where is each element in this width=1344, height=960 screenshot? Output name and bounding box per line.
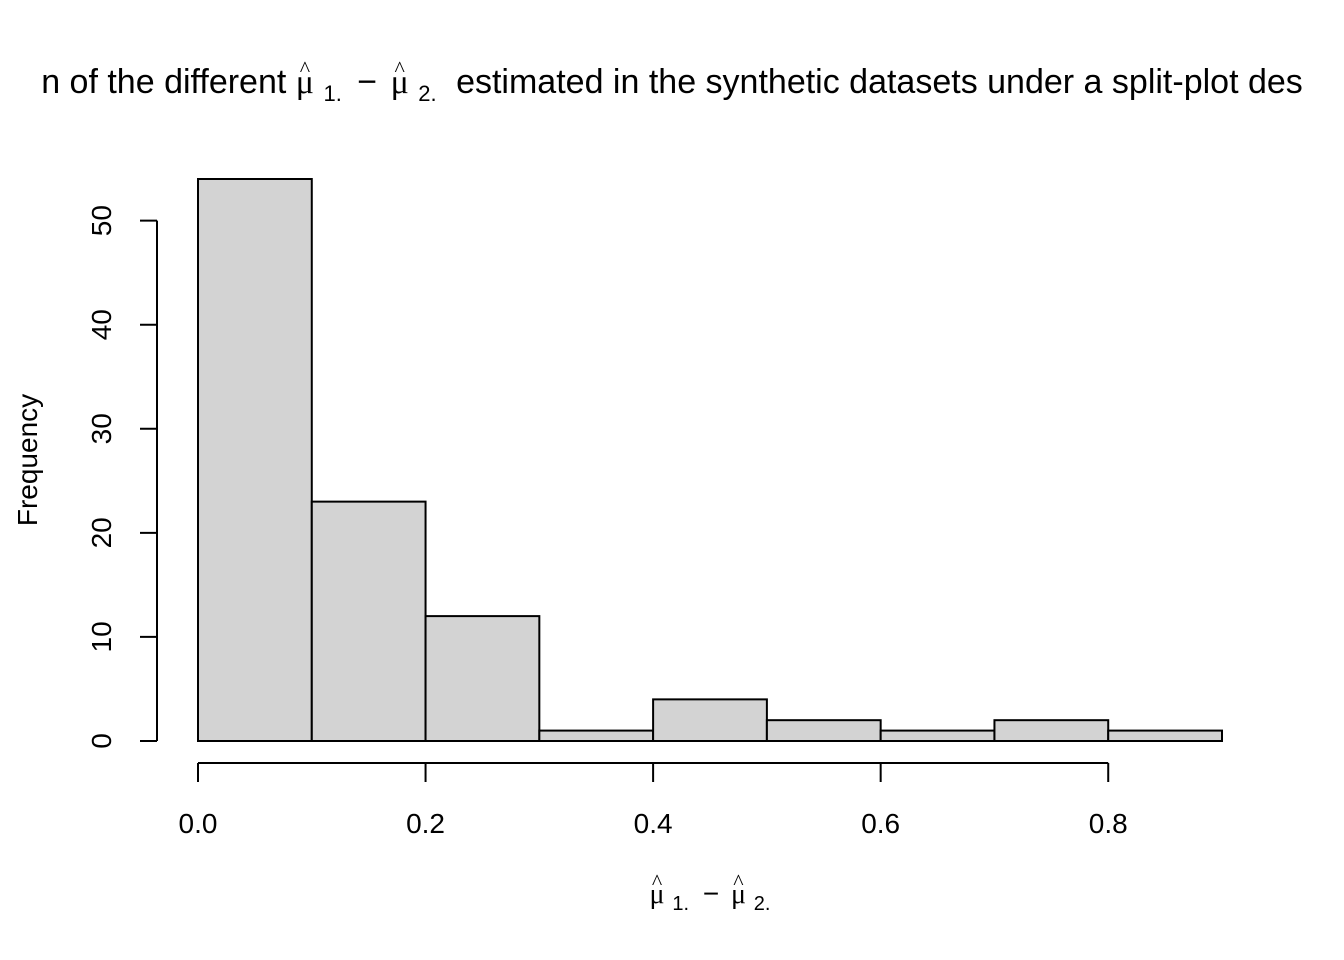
chart-title-before: n of the different: [41, 63, 287, 101]
chart-title: n of the different μ 1. − μ 2. estimated…: [41, 63, 1303, 109]
x-tick-label: 0.6: [861, 808, 900, 839]
histogram-bar-5: [652, 698, 768, 742]
y-axis-label: Frequency: [12, 394, 43, 526]
histogram-bar-1: [197, 178, 313, 742]
histogram-bar-8: [993, 719, 1110, 742]
y-tick-label: 30: [86, 413, 117, 444]
x-axis-label-sub-1: 1.: [672, 893, 689, 915]
x-tick-label: 0.0: [179, 808, 218, 839]
histogram-bar-7: [879, 729, 996, 742]
hat-accent: ^: [652, 869, 663, 894]
histogram-bar-6: [765, 719, 882, 742]
y-axis: 0 10 20 30 40 50: [86, 205, 158, 749]
histogram-bar-9: [1107, 729, 1223, 742]
x-axis-label-text: μ 1. − μ 2.: [650, 878, 771, 916]
y-tick-label: 40: [86, 309, 117, 340]
chart-title-after: estimated in the synthetic datasets unde…: [456, 63, 1303, 101]
histogram-bar-4: [538, 729, 655, 742]
x-axis-label: μ 1. − μ 2.: [650, 878, 771, 916]
x-axis: 0.0 0.2 0.4 0.6 0.8: [179, 762, 1128, 839]
x-tick-label: 0.2: [406, 808, 445, 839]
x-tick-label: 0.4: [634, 808, 673, 839]
histogram-bars: [197, 178, 1223, 743]
histogram-bar-3: [424, 615, 541, 742]
x-axis-label-sub-2: 2.: [754, 893, 771, 915]
x-axis-label-mu-2: μ: [731, 879, 746, 910]
chart-title-sub-2: 2.: [418, 81, 436, 106]
chart-title-sub-1: 1.: [323, 81, 341, 106]
hat-accent: ^: [733, 869, 744, 894]
chart-title-minus: −: [357, 63, 377, 101]
hat-accent: ^: [300, 56, 311, 81]
chart-title-mu-1: μ: [296, 64, 314, 101]
y-tick-label: 50: [86, 205, 117, 236]
x-axis-label-minus: −: [703, 878, 719, 909]
y-tick-label: 0: [86, 733, 117, 749]
y-tick-label: 10: [86, 621, 117, 652]
hat-accent: ^: [395, 56, 406, 81]
y-tick-label: 20: [86, 517, 117, 548]
histogram-bar-2: [310, 500, 427, 743]
x-tick-label: 0.8: [1089, 808, 1128, 839]
chart-title-mu-2: μ: [391, 64, 409, 101]
x-axis-label-mu-1: μ: [650, 879, 665, 910]
